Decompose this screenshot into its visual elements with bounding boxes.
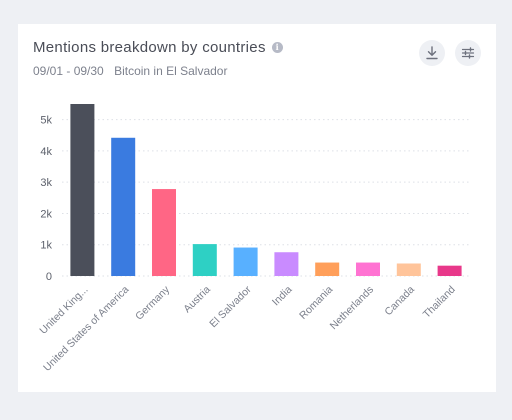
x-tick-label: India [270, 284, 295, 309]
bar[interactable] [437, 265, 462, 276]
chart-title-text: Mentions breakdown by countries [33, 39, 266, 56]
bar[interactable] [356, 262, 380, 276]
date-range: 09/01 - 09/30 [33, 64, 104, 78]
chart-card: Mentions breakdown by countries i 09/01 … [18, 24, 496, 392]
chart-subtitle: 09/01 - 09/30 Bitcoin in El Salvador [33, 64, 227, 78]
bar[interactable] [274, 252, 299, 276]
topic-name: Bitcoin in El Salvador [114, 64, 228, 78]
x-tick-label: Thailand [421, 284, 458, 321]
x-tick-label: Romania [297, 284, 335, 322]
bar[interactable] [396, 263, 421, 276]
info-icon[interactable]: i [271, 42, 283, 53]
x-tick-label: Canada [382, 284, 417, 319]
bar[interactable] [233, 247, 258, 276]
x-tick-label: Netherlands [328, 284, 377, 333]
bar[interactable] [70, 104, 95, 276]
download-button[interactable] [419, 40, 445, 66]
chart-title: Mentions breakdown by countries i [33, 39, 283, 56]
x-tick-label: El Salvador [207, 283, 254, 330]
y-tick-label: 0 [46, 271, 52, 283]
download-icon [426, 46, 438, 60]
y-tick-label: 3k [40, 177, 52, 189]
sliders-icon [461, 47, 475, 59]
bar[interactable] [152, 189, 176, 276]
x-tick-label: Germany [133, 283, 173, 323]
bar[interactable] [315, 262, 340, 276]
settings-button[interactable] [455, 40, 481, 66]
bar[interactable] [111, 137, 136, 276]
y-tick-label: 5k [40, 115, 52, 127]
bar[interactable] [192, 244, 217, 276]
y-tick-label: 4k [40, 146, 52, 158]
y-tick-label: 1k [40, 240, 52, 252]
x-tick-label: United States of America [41, 284, 131, 374]
x-tick-label: Austria [181, 284, 213, 316]
y-tick-label: 2k [40, 208, 52, 220]
